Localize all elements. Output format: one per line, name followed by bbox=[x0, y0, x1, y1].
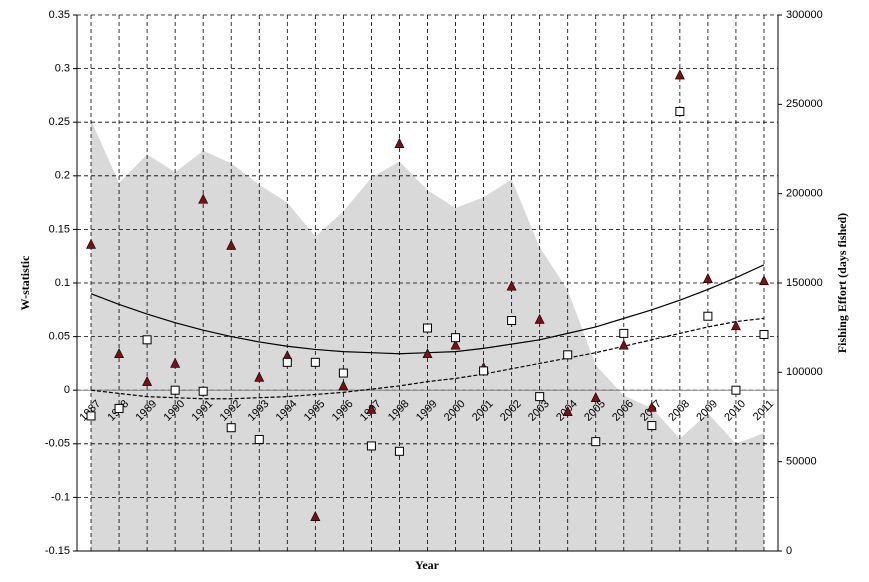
y-tick-label: 0.05 bbox=[49, 331, 70, 343]
square-point bbox=[226, 423, 236, 433]
y-tick-label: 0.35 bbox=[49, 9, 70, 21]
triangle-point bbox=[86, 238, 97, 249]
triangle-point bbox=[646, 401, 657, 412]
triangle-point bbox=[618, 339, 629, 350]
square-point bbox=[759, 329, 769, 339]
triangle-point bbox=[114, 348, 125, 359]
square-point bbox=[423, 323, 432, 333]
y-tick-label: -0.05 bbox=[45, 438, 70, 450]
triangle-point bbox=[170, 357, 181, 368]
square-point bbox=[647, 421, 657, 431]
square-point bbox=[507, 316, 517, 326]
square-point bbox=[703, 311, 713, 321]
triangle-point bbox=[254, 371, 265, 382]
triangle-point bbox=[702, 273, 713, 284]
y-tick-label: 0 bbox=[64, 384, 70, 396]
triangle-point bbox=[422, 348, 433, 359]
square-point bbox=[198, 386, 208, 396]
triangle-point bbox=[590, 392, 601, 403]
y2-tick-label: 50000 bbox=[786, 456, 817, 468]
square-point bbox=[366, 441, 376, 451]
square-point bbox=[563, 350, 573, 360]
triangle-point bbox=[226, 239, 237, 250]
triangle-point bbox=[198, 193, 209, 204]
square-point bbox=[451, 333, 461, 343]
triangle-point bbox=[506, 280, 517, 291]
triangle-point bbox=[534, 313, 545, 324]
square-point bbox=[170, 385, 180, 395]
square-point bbox=[282, 357, 292, 367]
y2-tick-label: 100000 bbox=[786, 366, 823, 378]
square-point bbox=[675, 106, 685, 116]
y-tick-label: -0.15 bbox=[45, 545, 70, 557]
square-point bbox=[338, 368, 348, 378]
trend-line bbox=[90, 317, 765, 400]
y-tick-label: 0.25 bbox=[49, 116, 70, 128]
triangle-point bbox=[674, 69, 685, 80]
square-point bbox=[114, 403, 124, 413]
y2-axis-title: Fishing Effort (days fished) bbox=[835, 213, 849, 353]
y-tick-label: -0.1 bbox=[51, 491, 70, 503]
triangle-point bbox=[730, 320, 741, 331]
triangle-point bbox=[758, 275, 769, 286]
y-tick-label: 0.3 bbox=[55, 63, 70, 75]
square-point bbox=[142, 335, 152, 345]
square-point bbox=[479, 366, 489, 376]
y2-tick-label: 250000 bbox=[786, 98, 823, 110]
y2-tick-label: 0 bbox=[786, 545, 792, 557]
triangle-point bbox=[562, 405, 573, 416]
y2-tick-label: 150000 bbox=[786, 277, 823, 289]
square-point bbox=[394, 446, 404, 456]
y-tick-label: 0.15 bbox=[49, 223, 70, 235]
triangle-point bbox=[338, 380, 349, 391]
triangle-point bbox=[142, 375, 153, 386]
triangle-point bbox=[310, 511, 321, 521]
square-point bbox=[591, 437, 601, 447]
triangle-point bbox=[366, 403, 377, 414]
square-point bbox=[619, 328, 629, 338]
square-point bbox=[535, 392, 545, 402]
square-point bbox=[254, 435, 264, 445]
square-point bbox=[731, 385, 741, 395]
x-axis-title: Year bbox=[415, 558, 440, 572]
square-point bbox=[86, 411, 96, 421]
triangle-point bbox=[394, 137, 405, 148]
y-tick-label: 0.2 bbox=[55, 170, 70, 182]
triangle-point bbox=[450, 339, 461, 350]
y2-tick-label: 300000 bbox=[786, 9, 823, 21]
y2-tick-label: 200000 bbox=[786, 188, 823, 200]
y-tick-label: 0.1 bbox=[55, 277, 70, 289]
square-point bbox=[310, 357, 320, 367]
y-axis-title: W-statistic bbox=[18, 255, 32, 311]
